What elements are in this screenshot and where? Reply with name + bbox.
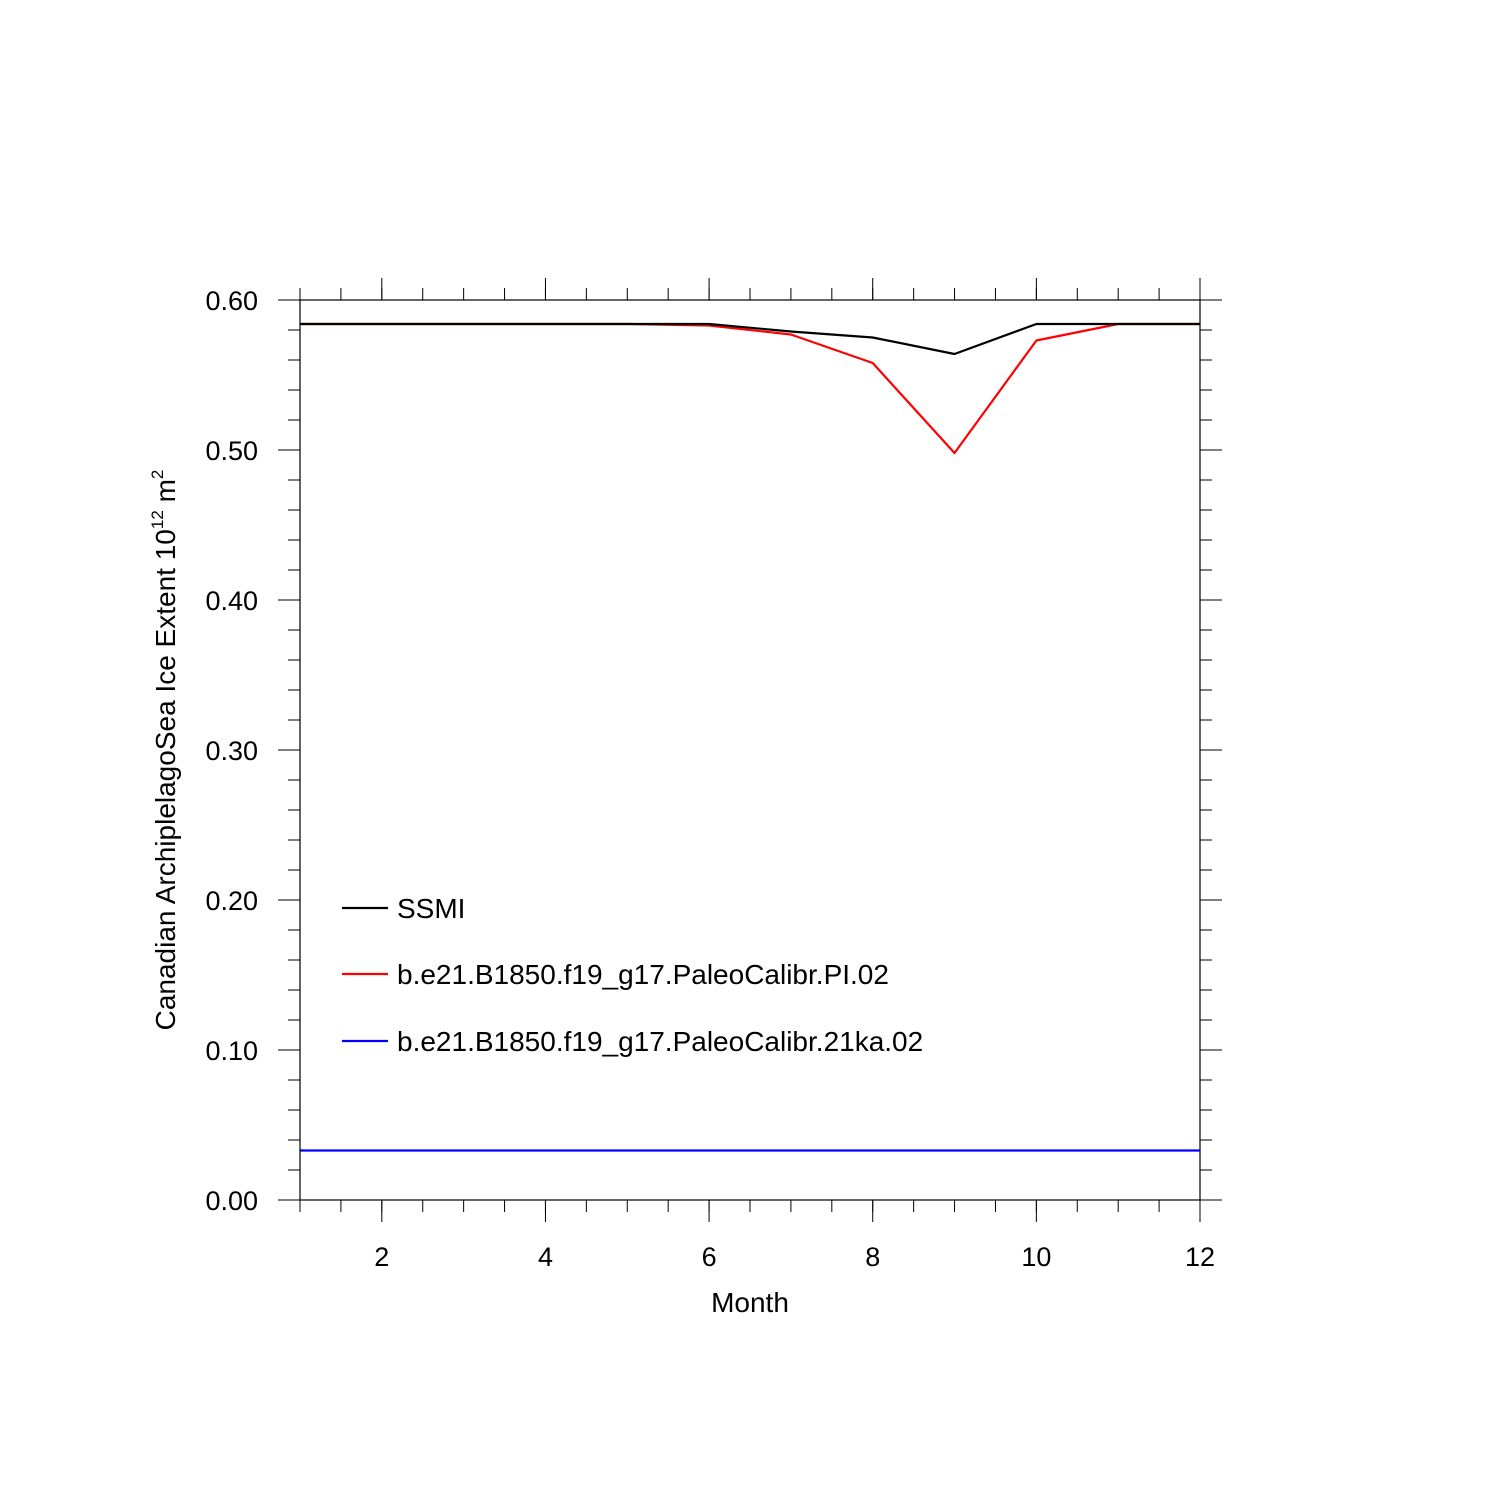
- plot-frame: [299, 299, 1201, 1201]
- x-tick-label: 12: [1185, 1242, 1215, 1272]
- legend-label: b.e21.B1850.f19_g17.PaleoCalibr.21ka.02: [397, 1026, 923, 1057]
- legend-label: SSMI: [397, 893, 465, 924]
- y-tick-label: 0.00: [205, 1186, 258, 1216]
- y-tick-label: 0.50: [205, 436, 258, 466]
- y-axis-title-main: Canadian ArchiplelagoSea Ice Extent 10: [150, 529, 181, 1030]
- legend-label: b.e21.B1850.f19_g17.PaleoCalibr.PI.02: [397, 959, 889, 990]
- y-axis-title-unit-exponent: 2: [148, 470, 167, 479]
- y-tick-label: 0.10: [205, 1036, 258, 1066]
- minor-ticks: [288, 288, 1212, 1212]
- x-tick-label: 8: [865, 1242, 880, 1272]
- y-tick-labels: 0.00 0.10 0.20 0.30 0.40 0.50 0.60: [205, 286, 258, 1216]
- x-tick-label: 4: [538, 1242, 553, 1272]
- legend: SSMI b.e21.B1850.f19_g17.PaleoCalibr.PI.0…: [342, 893, 923, 1057]
- y-axis-title-unit: m: [150, 479, 181, 510]
- series-line-1: [300, 322, 1200, 455]
- y-tick-label: 0.40: [205, 586, 258, 616]
- x-tick-labels: 2 4 6 8 10 12: [374, 1242, 1215, 1272]
- y-axis-title: Canadian ArchiplelagoSea Ice Extent 1012…: [148, 470, 181, 1031]
- series-lines: [300, 322, 1200, 1152]
- y-tick-label: 0.60: [205, 286, 258, 316]
- x-axis-title: Month: [711, 1287, 789, 1318]
- x-tick-label: 2: [374, 1242, 389, 1272]
- major-ticks: [278, 278, 1222, 1222]
- y-axis-title-exponent: 12: [148, 510, 167, 529]
- series-line-0: [300, 322, 1200, 356]
- y-tick-label: 0.30: [205, 736, 258, 766]
- x-tick-label: 10: [1021, 1242, 1051, 1272]
- x-tick-label: 6: [702, 1242, 717, 1272]
- y-tick-label: 0.20: [205, 886, 258, 916]
